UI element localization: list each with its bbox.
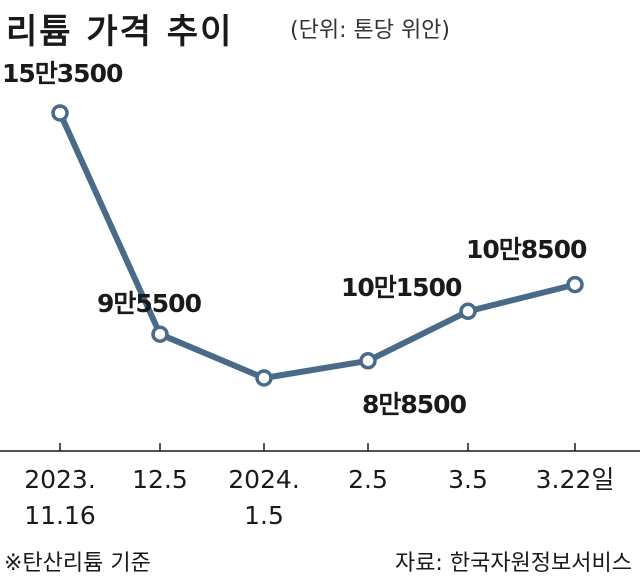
x-tick-label: 2023. [24, 465, 96, 494]
data-point-3 [359, 352, 377, 370]
data-label: 10만8500 [466, 235, 587, 264]
x-tick-label: 1.5 [244, 501, 284, 530]
source-label: 자료: 한국자원정보서비스 [394, 551, 632, 576]
data-point-5 [566, 275, 584, 294]
data-point-4 [459, 302, 477, 321]
data-point-2 [255, 369, 273, 387]
data-point-1 [151, 325, 169, 343]
footnote: ※탄산리튬 기준 [4, 551, 151, 576]
unit-label: (단위: 톤당 위안) [290, 18, 451, 43]
data-label: 15만3500 [2, 59, 123, 88]
x-tick-label: 2024. [228, 465, 300, 494]
data-label: 9만5500 [97, 289, 202, 318]
chart-title: 리튬 가격 추이 [6, 12, 234, 52]
data-label: 10만1500 [341, 273, 462, 302]
series-line [57, 110, 578, 381]
data-label: 8만8500 [362, 390, 467, 419]
x-tick-label: 11.16 [24, 501, 96, 530]
x-tick-label: 3.5 [448, 465, 488, 494]
x-tick-label: 3.22일 [536, 465, 615, 494]
x-tick-label: 2.5 [348, 465, 388, 494]
x-tick-label: 12.5 [132, 465, 188, 494]
data-point-0 [51, 104, 69, 122]
